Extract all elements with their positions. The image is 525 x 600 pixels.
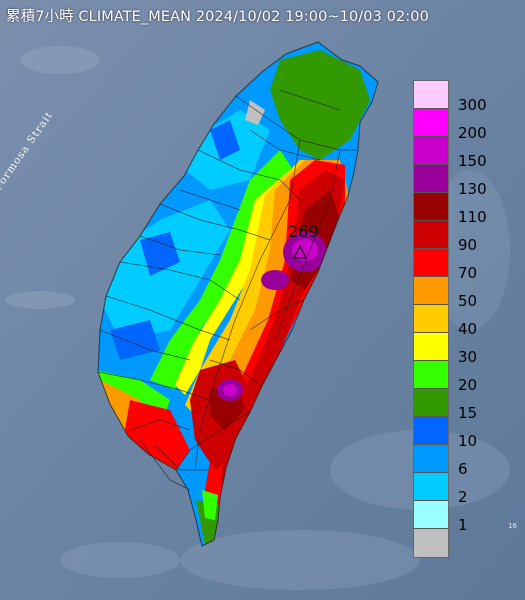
- legend-swatch: [414, 389, 448, 417]
- legend-label: 15: [458, 404, 478, 422]
- county-boundaries: [97, 41, 379, 547]
- legend-label: 130: [458, 180, 487, 198]
- legend-label: 300: [458, 96, 487, 114]
- legend-label: 30: [458, 348, 478, 366]
- legend-label: 20: [458, 376, 478, 394]
- edge-mark: 16: [508, 522, 517, 530]
- legend-swatch: [414, 333, 448, 361]
- max-marker: [292, 244, 308, 259]
- legend-swatch: [414, 473, 448, 501]
- legend-swatch: [414, 305, 448, 333]
- legend-label: 40: [458, 320, 478, 338]
- legend-label: 70: [458, 264, 478, 282]
- triangle-icon: [292, 244, 308, 259]
- legend-label: 1: [458, 516, 468, 534]
- legend-swatch: [414, 529, 448, 557]
- legend-swatch: [414, 249, 448, 277]
- legend-label: 2: [458, 488, 468, 506]
- legend-swatch: [414, 501, 448, 529]
- legend-swatch: [414, 445, 448, 473]
- legend-swatch: [414, 277, 448, 305]
- legend-label: 110: [458, 208, 487, 226]
- legend-swatch: [414, 165, 448, 193]
- legend-swatch: [414, 193, 448, 221]
- legend-swatch: [414, 109, 448, 137]
- legend-swatch: [414, 221, 448, 249]
- legend-colorbar: [413, 80, 449, 558]
- legend-swatch: [414, 417, 448, 445]
- legend-swatch: [414, 137, 448, 165]
- legend-label: 6: [458, 460, 468, 478]
- legend-label: 10: [458, 432, 478, 450]
- map-title: 累積7小時 CLIMATE_MEAN 2024/10/02 19:00~10/0…: [6, 9, 429, 25]
- max-value-label: 269: [288, 222, 319, 241]
- legend-label: 50: [458, 292, 478, 310]
- legend-swatch: [414, 361, 448, 389]
- legend-label: 150: [458, 152, 487, 170]
- legend-label: 90: [458, 236, 478, 254]
- legend-label: 200: [458, 124, 487, 142]
- legend-swatch: [414, 81, 448, 109]
